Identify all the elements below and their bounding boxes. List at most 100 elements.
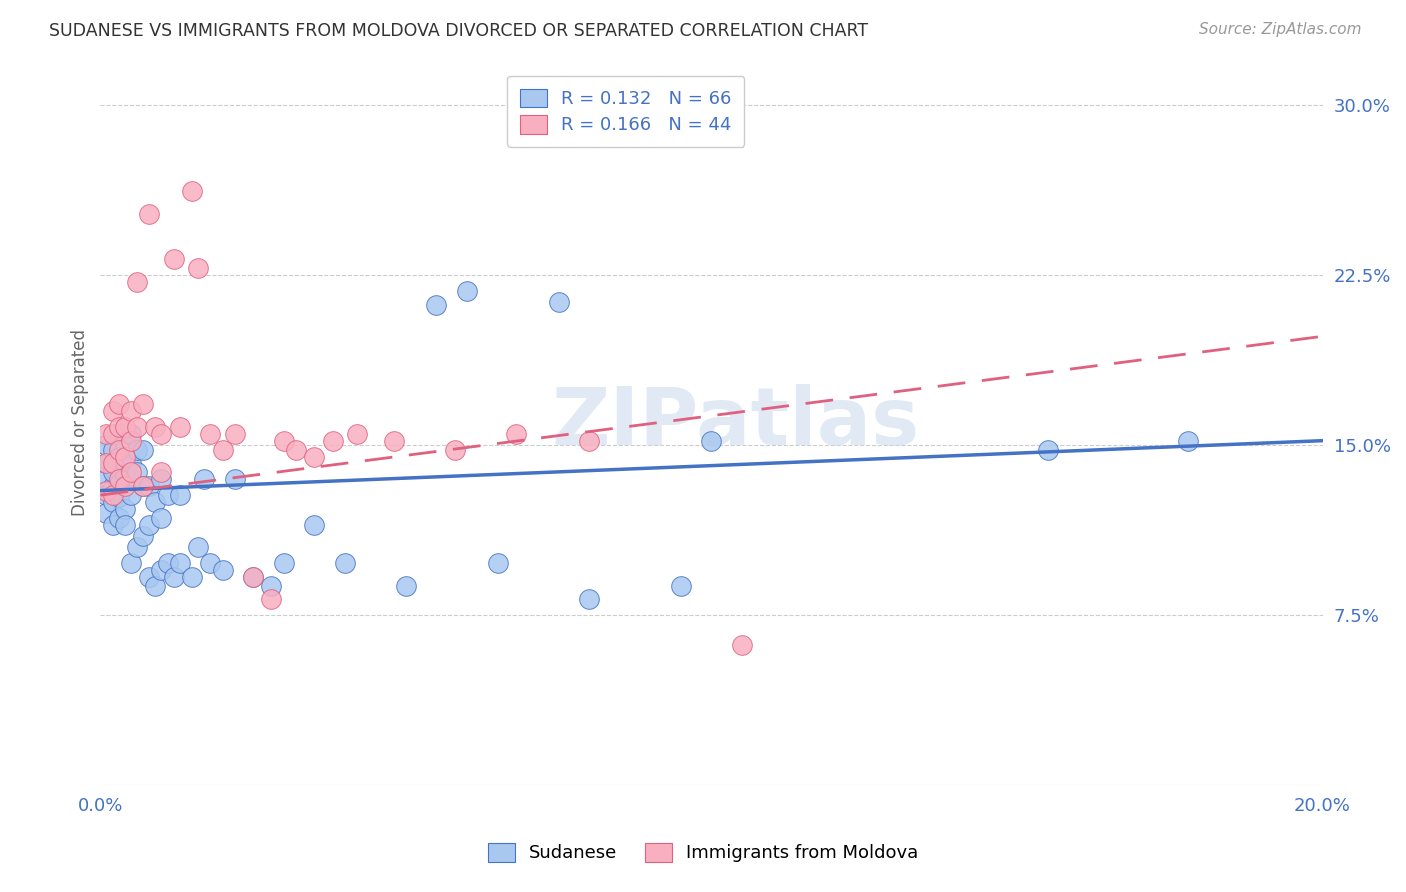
Point <box>114 501 136 516</box>
Point <box>150 466 173 480</box>
Text: Source: ZipAtlas.com: Source: ZipAtlas.com <box>1198 22 1361 37</box>
Point <box>120 556 142 570</box>
Point <box>547 295 569 310</box>
Point <box>96 426 118 441</box>
Point <box>107 472 129 486</box>
Point <box>242 570 264 584</box>
Point <box>156 556 179 570</box>
Point <box>120 434 142 448</box>
Point <box>1036 442 1059 457</box>
Point <box>96 488 118 502</box>
Point <box>107 476 129 491</box>
Point <box>107 491 129 505</box>
Point <box>125 541 148 555</box>
Point <box>211 442 233 457</box>
Point <box>107 450 129 464</box>
Point <box>125 275 148 289</box>
Point <box>101 456 124 470</box>
Point <box>107 510 129 524</box>
Point <box>107 397 129 411</box>
Text: SUDANESE VS IMMIGRANTS FROM MOLDOVA DIVORCED OR SEPARATED CORRELATION CHART: SUDANESE VS IMMIGRANTS FROM MOLDOVA DIVO… <box>49 22 869 40</box>
Point <box>132 529 155 543</box>
Point <box>101 426 124 441</box>
Point <box>273 434 295 448</box>
Point <box>114 517 136 532</box>
Point <box>302 517 325 532</box>
Point <box>114 436 136 450</box>
Point <box>333 556 356 570</box>
Point <box>107 426 129 441</box>
Point <box>114 479 136 493</box>
Point <box>302 450 325 464</box>
Point <box>138 570 160 584</box>
Point <box>187 541 209 555</box>
Point <box>101 495 124 509</box>
Point <box>181 184 204 198</box>
Point <box>163 252 186 267</box>
Legend: R = 0.132   N = 66, R = 0.166   N = 44: R = 0.132 N = 66, R = 0.166 N = 44 <box>508 76 744 147</box>
Point <box>132 479 155 493</box>
Point <box>96 472 118 486</box>
Point <box>260 579 283 593</box>
Point <box>395 579 418 593</box>
Point <box>486 556 509 570</box>
Legend: Sudanese, Immigrants from Moldova: Sudanese, Immigrants from Moldova <box>481 836 925 870</box>
Point <box>578 592 600 607</box>
Point <box>211 563 233 577</box>
Point <box>120 488 142 502</box>
Point <box>132 479 155 493</box>
Point <box>224 426 246 441</box>
Point <box>150 472 173 486</box>
Point <box>193 472 215 486</box>
Point <box>138 207 160 221</box>
Point <box>101 442 124 457</box>
Point <box>505 426 527 441</box>
Point <box>143 579 166 593</box>
Point <box>578 434 600 448</box>
Point <box>273 556 295 570</box>
Point <box>120 456 142 470</box>
Point <box>120 466 142 480</box>
Point <box>114 450 136 464</box>
Point <box>143 420 166 434</box>
Point <box>156 488 179 502</box>
Point <box>138 517 160 532</box>
Point <box>200 556 222 570</box>
Point <box>143 495 166 509</box>
Point <box>700 434 723 448</box>
Point <box>114 420 136 434</box>
Point <box>150 510 173 524</box>
Point <box>669 579 692 593</box>
Point <box>125 442 148 457</box>
Point <box>101 461 124 475</box>
Point <box>101 488 124 502</box>
Point <box>731 638 754 652</box>
Point <box>96 456 118 470</box>
Y-axis label: Divorced or Separated: Divorced or Separated <box>72 329 89 516</box>
Point <box>114 467 136 482</box>
Text: ZIPatlas: ZIPatlas <box>551 384 920 461</box>
Point <box>107 442 129 457</box>
Point <box>101 404 124 418</box>
Point <box>200 426 222 441</box>
Point <box>114 456 136 470</box>
Point <box>96 438 118 452</box>
Point <box>163 570 186 584</box>
Point <box>101 466 124 480</box>
Point <box>1177 434 1199 448</box>
Point <box>125 420 148 434</box>
Point <box>101 517 124 532</box>
Point <box>284 442 307 457</box>
Point <box>443 442 465 457</box>
Point <box>382 434 405 448</box>
Point <box>150 426 173 441</box>
Point <box>96 483 118 498</box>
Point <box>125 466 148 480</box>
Point <box>187 261 209 276</box>
Point <box>101 479 124 493</box>
Point <box>456 284 478 298</box>
Point <box>96 456 118 470</box>
Point <box>181 570 204 584</box>
Point <box>150 563 173 577</box>
Point <box>132 397 155 411</box>
